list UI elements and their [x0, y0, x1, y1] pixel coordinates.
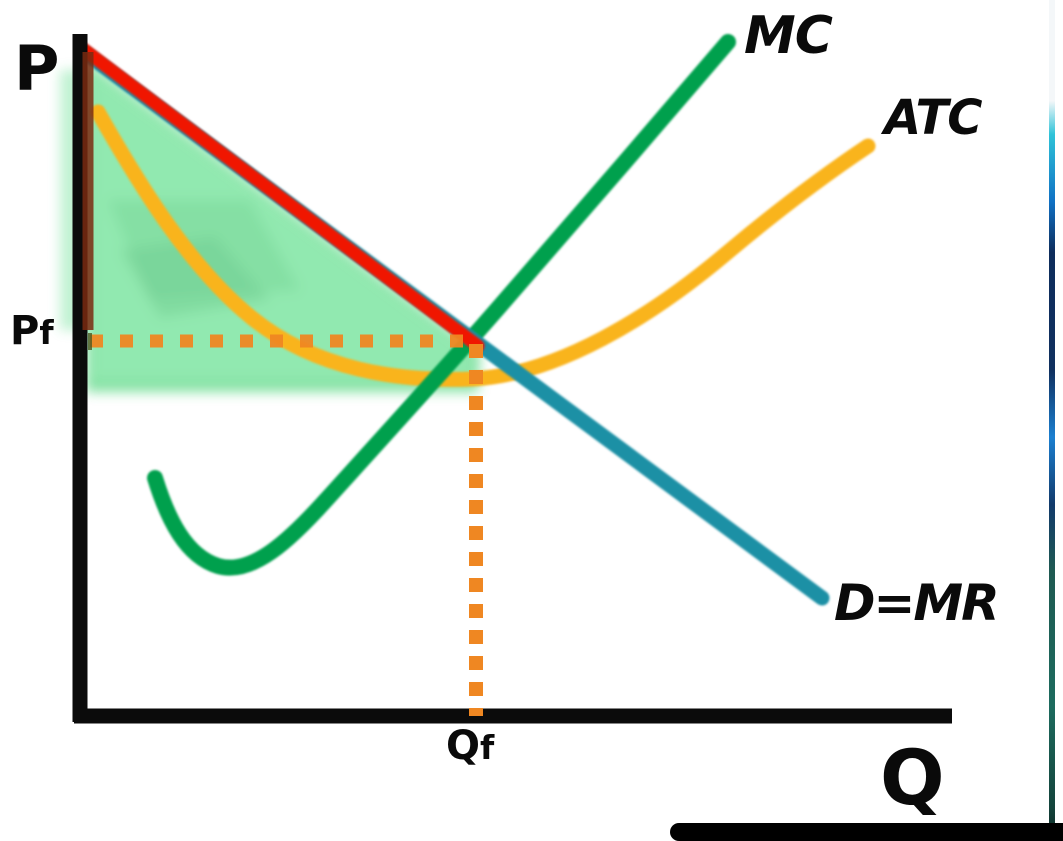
shaded-surplus-area: [60, 60, 480, 392]
pf-subscript: f: [39, 314, 54, 352]
qf-subscript: f: [480, 729, 495, 767]
demand-mr-label: D=MR: [834, 574, 1000, 632]
atc-curve-label: ATC: [884, 90, 983, 146]
qf-main: Q: [446, 723, 481, 769]
mc-curve-label: MC: [744, 6, 833, 66]
price-equilibrium-label: Pf: [10, 311, 54, 351]
mc-curve: [147, 34, 736, 576]
pf-main: P: [10, 308, 40, 354]
price-axis-label: P: [14, 32, 60, 105]
quantity-equilibrium-label: Qf: [446, 726, 494, 766]
right-edge-strip: [1049, 0, 1055, 841]
quantity-axis-label: Q: [880, 733, 945, 822]
bottom-black-bar: [670, 823, 1063, 841]
demand-highlight-segment: [75, 41, 485, 353]
